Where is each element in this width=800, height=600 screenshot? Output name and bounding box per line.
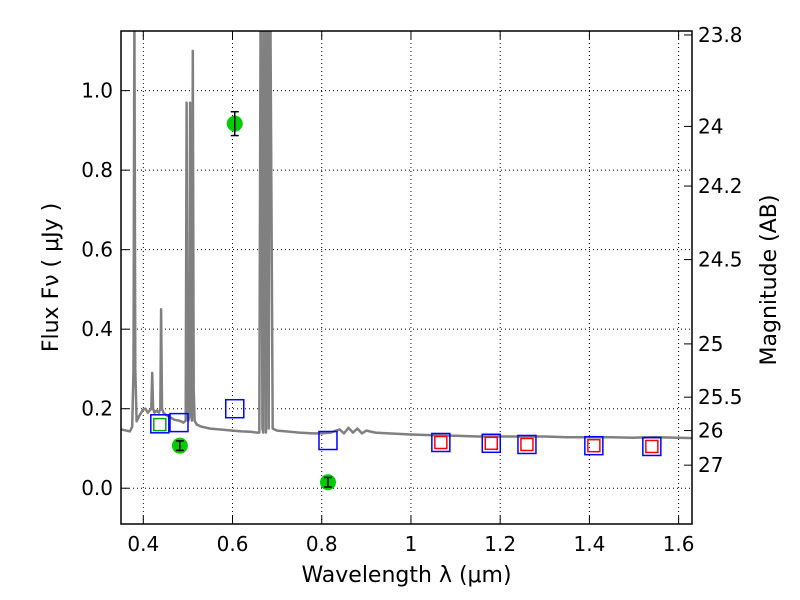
model-square-marker [150, 414, 170, 434]
y-right-tick-label: 25 [698, 332, 723, 356]
y-right-tick-label: 25.5 [698, 385, 743, 409]
plot-frame [120, 30, 693, 525]
model-square-marker [169, 412, 189, 433]
y-right-tick-label: 24.2 [698, 174, 743, 198]
y-axis-label: Flux Fν ( μJy ) [39, 203, 64, 352]
model-square-marker [584, 435, 604, 456]
inner-square-marker [153, 417, 167, 432]
model-square-marker [318, 430, 338, 451]
y-right-tick-label: 24.5 [698, 248, 743, 272]
grid-lines [121, 31, 692, 524]
y-tick-label: 0.2 [81, 397, 113, 421]
y-right-tick-label: 23.8 [698, 23, 743, 47]
model-square-marker [642, 436, 662, 457]
x-axis-label: Wavelength λ (μm) [301, 563, 511, 588]
x-tick-label: 1 [405, 532, 418, 556]
model-square-marker [517, 434, 537, 455]
x-tick-label: 0.4 [127, 532, 159, 556]
y-tick-label: 0.0 [81, 476, 113, 500]
inner-square-marker [434, 435, 448, 450]
y-tick-label: 0.4 [81, 317, 113, 341]
x-tick-label: 0.8 [306, 532, 338, 556]
y-right-axis-label: Magnitude (AB) [757, 195, 782, 366]
x-tick-label: 1.2 [484, 532, 516, 556]
y-tick-label: 0.6 [81, 238, 113, 262]
y-right-tick-label: 27 [698, 453, 723, 477]
axis-ticks: 0.4 0.6 0.8 1 1.2 1.4 1.6 0.0 0.2 0.4 0.6 0.8 1.0 23.… [81, 23, 742, 556]
x-tick-label: 0.6 [217, 532, 249, 556]
model-square-marker [481, 433, 502, 454]
x-tick-label: 1.4 [573, 532, 605, 556]
plot-area [121, 31, 692, 491]
y-tick-label: 1.0 [81, 79, 113, 103]
x-tick-label: 1.6 [663, 532, 695, 556]
model-square-marker [431, 432, 451, 453]
y-tick-label: 0.8 [81, 158, 113, 182]
inner-square-marker [520, 437, 534, 452]
spectrum-line [121, 31, 692, 440]
model-square-marker [225, 398, 245, 419]
y-right-tick-label: 24 [698, 114, 723, 138]
inner-square-marker [587, 438, 601, 453]
inner-square-marker [645, 439, 659, 454]
y-right-tick-label: 26 [698, 419, 723, 443]
inner-square-marker [484, 436, 499, 451]
